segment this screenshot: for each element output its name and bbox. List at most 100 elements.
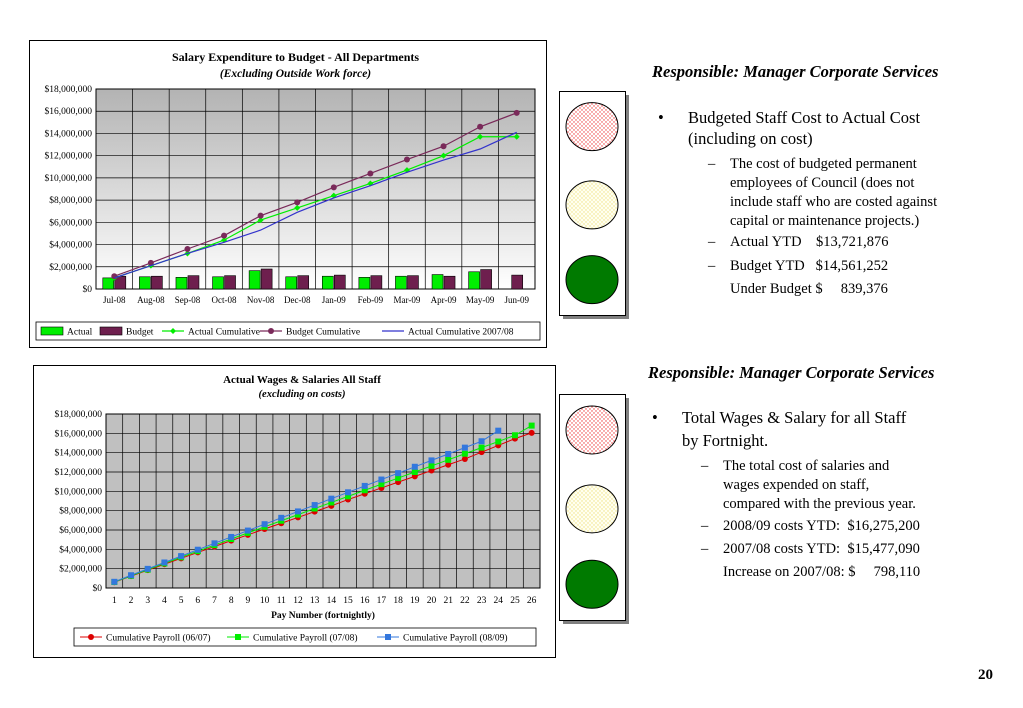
point-cumulative-payroll-07-08- xyxy=(511,432,518,439)
point-cumulative-payroll-08-09- xyxy=(345,489,352,496)
point-cumulative-payroll-08-09- xyxy=(445,451,452,458)
bullet-dot: • xyxy=(658,108,664,127)
y-tick-label: $8,000,000 xyxy=(59,506,102,517)
x-tick-label: Nov-08 xyxy=(247,295,275,305)
budget-ytd-value: Budget YTD $14,561,252 xyxy=(730,258,889,274)
bar-budget xyxy=(370,275,383,290)
chart-subtitle: (Excluding Outside Work force) xyxy=(220,68,371,80)
y-tick-label: $6,000,000 xyxy=(49,217,92,228)
point-actual-cumulative xyxy=(257,217,264,224)
legend-label-actual: Actual xyxy=(67,328,93,338)
red-light-icon xyxy=(565,102,619,152)
x-tick-label: 23 xyxy=(477,596,487,606)
x-tick-label: Dec-08 xyxy=(284,295,311,305)
point-cumulative-payroll-08-09- xyxy=(328,495,335,502)
point-cumulative-payroll-08-09- xyxy=(194,546,201,553)
legend: Cumulative Payroll (06/07) Cumulative Pay… xyxy=(73,627,537,647)
y-tick-label: $2,000,000 xyxy=(49,262,92,273)
x-tick-label: May-09 xyxy=(466,295,495,305)
section-1-note: Under Budget $ 839,376 xyxy=(730,280,888,299)
section-2-sub-1-line-1: The total cost of salaries and xyxy=(723,458,890,474)
bar-actual xyxy=(321,275,334,290)
section-1-sub-1-line-1: The cost of budgeted permanent xyxy=(730,156,917,172)
section-1-sub-1-line-3: include staff who are costed against xyxy=(730,194,938,210)
point-cumulative-payroll-08-09- xyxy=(411,463,418,470)
legend-marker-cumulative-payroll-06-07- xyxy=(88,634,94,640)
y-tick-label: $14,000,000 xyxy=(55,448,103,459)
bar-budget xyxy=(297,275,310,290)
section-1-bullet: • Budgeted Staff Cost to Actual Cost (in… xyxy=(658,107,988,149)
bar-actual xyxy=(285,276,298,290)
dash-marker: – xyxy=(701,458,709,474)
point-actual-cumulative xyxy=(513,133,520,140)
point-cumulative-payroll-08-09- xyxy=(111,578,118,585)
point-cumulative-payroll-08-09- xyxy=(278,514,285,521)
x-tick-label: 11 xyxy=(277,596,286,606)
point-cumulative-payroll-07-08- xyxy=(395,475,402,482)
point-cumulative-payroll-07-08- xyxy=(311,505,318,512)
x-tick-label: 18 xyxy=(393,596,403,606)
point-actual-cumulative xyxy=(440,152,447,159)
point-cumulative-payroll-08-09- xyxy=(361,482,368,489)
point-cumulative-payroll-07-08- xyxy=(378,481,385,488)
point-cumulative-payroll-08-09- xyxy=(395,470,402,477)
y-tick-label: $18,000,000 xyxy=(45,84,93,95)
point-cumulative-payroll-07-08- xyxy=(428,462,435,469)
x-tick-label: 17 xyxy=(377,596,387,606)
bar-budget xyxy=(480,269,492,290)
section-1-sub-2: – Actual YTD $13,721,876 xyxy=(708,233,889,252)
x-tick-label: 1 xyxy=(112,596,117,606)
point-budget-cumulative xyxy=(184,246,191,252)
x-tick-label: 9 xyxy=(246,596,251,606)
legend: Actual Budget Actual Cumulative Budget Cumu… xyxy=(35,321,541,341)
point-cumulative-payroll-07-08- xyxy=(345,493,352,500)
bar-actual xyxy=(431,274,444,290)
point-cumulative-payroll-08-09- xyxy=(294,508,301,515)
point-budget-cumulative xyxy=(330,184,337,191)
section-2-sub-1-line-3: compared with the previous year. xyxy=(723,496,916,512)
y-tick-label: $10,000,000 xyxy=(45,173,93,184)
point-actual-cumulative xyxy=(294,204,301,211)
point-cumulative-payroll-08-09- xyxy=(495,427,502,434)
point-cumulative-payroll-07-08- xyxy=(445,456,452,463)
chart-title: Actual Wages & Salaries All Staff xyxy=(223,374,381,386)
x-tick-label: 19 xyxy=(410,596,420,606)
section-2-note: Increase on 2007/08: $ 798,110 xyxy=(723,563,920,582)
bar-budget xyxy=(511,274,524,290)
y-tick-label: $16,000,000 xyxy=(45,106,93,117)
point-budget-cumulative xyxy=(221,232,228,239)
point-cumulative-payroll-06-07- xyxy=(445,461,452,468)
x-tick-label: Oct-08 xyxy=(212,295,237,305)
bar-actual xyxy=(175,277,188,290)
x-tick-label: 24 xyxy=(494,596,504,606)
point-cumulative-payroll-08-09- xyxy=(478,438,485,445)
x-tick-label: 3 xyxy=(145,596,150,606)
point-budget-cumulative xyxy=(403,156,410,163)
traffic-light-2-svg xyxy=(559,394,629,624)
point-budget-cumulative xyxy=(367,170,374,177)
legend-swatch-actual xyxy=(40,326,64,336)
point-cumulative-payroll-06-07- xyxy=(428,467,435,474)
y-tick-label: $12,000,000 xyxy=(45,151,93,162)
x-tick-label: Apr-09 xyxy=(431,295,457,305)
x-tick-label: 21 xyxy=(443,596,453,606)
dash-marker: – xyxy=(708,258,716,274)
point-cumulative-payroll-07-08- xyxy=(461,450,468,457)
line-actual-cumulative-2007-08 xyxy=(114,131,517,279)
point-budget-cumulative xyxy=(513,109,520,116)
x-tick-label: 22 xyxy=(460,596,470,606)
bar-budget xyxy=(333,274,346,290)
y-tick-label: $0 xyxy=(83,284,93,295)
section-2-heading: Responsible: Manager Corporate Services xyxy=(648,363,935,382)
bar-actual xyxy=(395,275,407,290)
section-2-sub-1: – The total cost of salaries and wages e… xyxy=(701,457,983,514)
bar-budget xyxy=(260,268,273,290)
point-cumulative-payroll-08-09- xyxy=(244,527,251,534)
wages-salaries-chart-svg: Actual Wages & Salaries All Staff (exclud… xyxy=(55,374,541,647)
x-tick-label: Sep-08 xyxy=(175,295,201,305)
yellow-light-icon xyxy=(565,484,619,534)
x-tick-label: Jun-09 xyxy=(504,295,529,305)
point-budget-cumulative xyxy=(147,259,154,266)
bar-actual xyxy=(212,276,224,290)
point-cumulative-payroll-08-09- xyxy=(178,553,185,560)
